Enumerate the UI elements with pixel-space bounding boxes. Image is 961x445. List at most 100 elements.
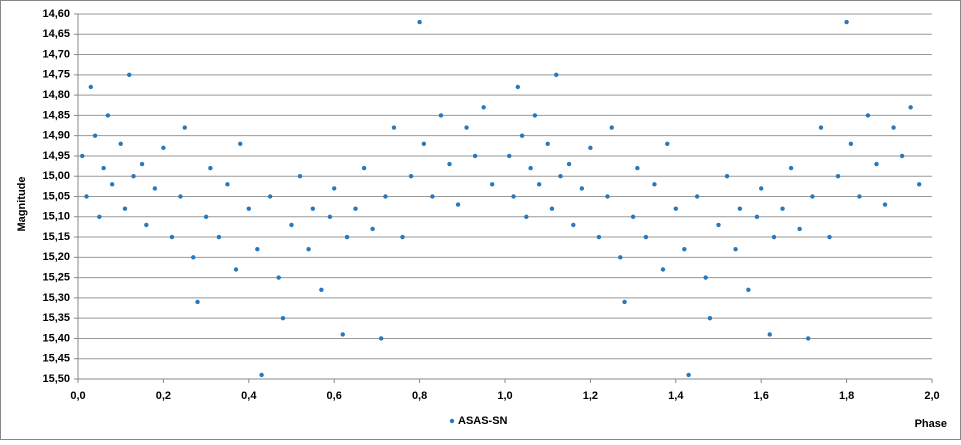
data-point — [408, 174, 414, 179]
data-point — [280, 315, 286, 321]
data-point — [882, 202, 888, 207]
y-tick-label: 14,70 — [42, 48, 70, 60]
legend-label: ASAS-SN — [458, 415, 508, 427]
y-axis-label: Magnitude — [16, 177, 28, 232]
data-point — [84, 194, 89, 199]
data-point — [97, 214, 102, 219]
data-point — [319, 287, 324, 292]
data-point — [391, 125, 397, 130]
data-point — [707, 315, 713, 321]
data-point — [225, 182, 230, 187]
x-tick-label: 1,2 — [583, 390, 598, 402]
data-point — [605, 194, 610, 199]
data-point — [724, 174, 730, 179]
x-axis-label: Phase — [915, 418, 947, 430]
y-tick-label: 14,95 — [42, 150, 70, 162]
y-tick-label: 15,10 — [42, 211, 70, 223]
data-point — [545, 141, 550, 146]
data-point — [216, 234, 222, 240]
data-point — [844, 19, 849, 25]
x-tick-label: 1,8 — [839, 390, 854, 402]
data-point — [848, 141, 854, 146]
data-point — [88, 84, 94, 90]
data-point — [105, 113, 111, 118]
data-point — [353, 206, 358, 211]
data-point — [208, 165, 213, 171]
data-point — [383, 194, 388, 199]
x-tick-label: 1,6 — [754, 390, 769, 402]
x-tick-label: 1,4 — [668, 390, 684, 402]
y-tick-label: 15,15 — [42, 231, 70, 243]
data-point — [566, 161, 572, 167]
data-point — [417, 19, 422, 25]
data-point — [694, 194, 700, 199]
data-point — [891, 125, 896, 130]
data-point — [139, 161, 145, 167]
data-point — [118, 141, 123, 146]
data-point — [122, 206, 128, 211]
data-point — [716, 222, 721, 228]
data-point — [161, 145, 166, 151]
data-point — [310, 206, 316, 211]
data-point — [673, 206, 678, 211]
data-point — [306, 247, 311, 252]
y-tick-label: 15,20 — [42, 251, 70, 263]
data-point — [455, 202, 461, 207]
y-tick-label: 15,50 — [42, 373, 70, 385]
data-point — [246, 206, 251, 211]
y-tick-label: 14,65 — [42, 28, 70, 40]
x-tick-label: 1,0 — [497, 390, 512, 402]
data-point — [332, 186, 337, 191]
data-point — [344, 234, 350, 240]
data-point — [835, 174, 841, 179]
data-point — [797, 226, 802, 232]
y-tick-label: 15,25 — [42, 272, 70, 284]
data-point — [596, 234, 602, 240]
data-point — [400, 234, 405, 240]
data-point — [788, 165, 794, 171]
data-point — [438, 113, 444, 118]
data-point — [754, 214, 760, 219]
data-point — [643, 234, 649, 240]
data-point — [549, 206, 555, 211]
data-point — [609, 125, 614, 130]
data-point — [532, 113, 538, 118]
data-point — [630, 214, 636, 219]
data-point — [178, 194, 183, 199]
data-point — [759, 186, 764, 191]
data-point — [746, 287, 751, 292]
y-tick-label: 14,80 — [42, 89, 70, 101]
data-point — [622, 299, 627, 305]
data-point — [238, 141, 243, 146]
data-point — [536, 182, 542, 187]
data-point — [865, 113, 871, 118]
data-point — [857, 194, 862, 199]
data-point — [370, 226, 375, 232]
data-point — [665, 141, 670, 146]
x-tick-label: 2,0 — [924, 390, 939, 402]
data-point — [276, 275, 281, 280]
data-point — [109, 182, 115, 187]
data-point — [421, 141, 427, 146]
data-point — [472, 153, 478, 159]
data-point — [430, 194, 435, 199]
data-point — [771, 234, 777, 240]
data-point — [899, 153, 905, 159]
data-point — [464, 125, 469, 130]
data-point — [908, 105, 913, 110]
data-point — [767, 332, 772, 337]
data-point — [874, 161, 879, 167]
data-point — [101, 165, 106, 171]
data-point — [827, 234, 832, 240]
data-point — [340, 332, 345, 337]
data-point — [519, 133, 525, 138]
data-point — [618, 255, 623, 260]
data-point — [489, 182, 495, 187]
data-point — [635, 165, 640, 171]
y-tick-label: 15,00 — [42, 170, 70, 182]
data-point — [805, 336, 811, 341]
data-point — [255, 247, 260, 252]
y-tick-label: 15,30 — [42, 292, 70, 304]
